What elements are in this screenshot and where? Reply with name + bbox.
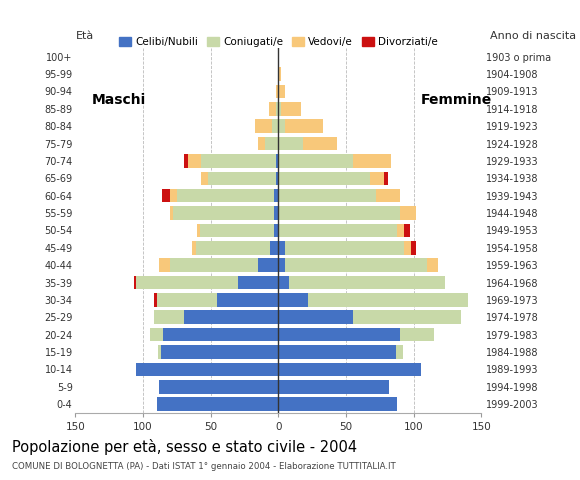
Bar: [411, 241, 416, 254]
Bar: [278, 84, 285, 98]
Bar: [278, 276, 289, 289]
Bar: [274, 189, 278, 203]
Bar: [353, 311, 461, 324]
Bar: [201, 171, 208, 185]
Bar: [278, 171, 371, 185]
Bar: [353, 154, 391, 168]
Bar: [278, 258, 285, 272]
Bar: [258, 258, 278, 272]
Bar: [269, 102, 276, 116]
Bar: [285, 258, 427, 272]
Bar: [276, 102, 278, 116]
Bar: [170, 189, 177, 203]
Bar: [196, 241, 270, 254]
Bar: [157, 397, 278, 411]
Text: COMUNE DI BOLOGNETTA (PA) - Dati ISTAT 1° gennaio 2004 - Elaborazione TUTTITALIA: COMUNE DI BOLOGNETTA (PA) - Dati ISTAT 1…: [12, 462, 396, 471]
Bar: [278, 189, 376, 203]
Bar: [170, 206, 173, 220]
Bar: [157, 293, 218, 307]
Bar: [271, 120, 278, 133]
Bar: [278, 120, 285, 133]
Legend: Celibi/Nubili, Coniugati/e, Vedovi/e, Divorziati/e: Celibi/Nubili, Coniugati/e, Vedovi/e, Di…: [115, 33, 442, 51]
Bar: [136, 362, 278, 376]
Bar: [154, 311, 184, 324]
Bar: [265, 137, 278, 150]
Bar: [258, 137, 265, 150]
Bar: [192, 241, 196, 254]
Bar: [278, 67, 281, 81]
Bar: [255, 120, 271, 133]
Bar: [184, 311, 278, 324]
Bar: [136, 276, 238, 289]
Bar: [160, 258, 170, 272]
Bar: [278, 345, 396, 359]
Bar: [400, 206, 416, 220]
Bar: [278, 362, 420, 376]
Bar: [303, 137, 336, 150]
Bar: [162, 189, 170, 203]
Bar: [201, 154, 276, 168]
Bar: [278, 137, 303, 150]
Bar: [170, 258, 258, 272]
Bar: [158, 345, 161, 359]
Text: Anno di nascita: Anno di nascita: [490, 31, 576, 41]
Bar: [289, 276, 445, 289]
Bar: [173, 206, 274, 220]
Bar: [396, 345, 403, 359]
Text: Femmine: Femmine: [420, 93, 492, 107]
Bar: [154, 293, 157, 307]
Bar: [404, 241, 411, 254]
Bar: [285, 120, 323, 133]
Bar: [278, 154, 353, 168]
Bar: [278, 206, 400, 220]
Bar: [278, 397, 397, 411]
Bar: [208, 171, 276, 185]
Bar: [281, 102, 302, 116]
Bar: [184, 154, 188, 168]
Bar: [278, 328, 400, 341]
Bar: [384, 171, 388, 185]
Bar: [197, 224, 200, 237]
Bar: [164, 328, 278, 341]
Text: Popolazione per età, sesso e stato civile - 2004: Popolazione per età, sesso e stato civil…: [12, 439, 357, 455]
Bar: [427, 258, 438, 272]
Bar: [188, 154, 201, 168]
Bar: [133, 276, 136, 289]
Bar: [160, 380, 278, 394]
Bar: [274, 206, 278, 220]
Bar: [270, 241, 278, 254]
Bar: [285, 241, 404, 254]
Bar: [397, 224, 404, 237]
Bar: [404, 224, 409, 237]
Bar: [150, 328, 164, 341]
Bar: [276, 171, 278, 185]
Bar: [371, 171, 384, 185]
Bar: [276, 154, 278, 168]
Bar: [278, 311, 353, 324]
Bar: [218, 293, 278, 307]
Bar: [161, 345, 278, 359]
Bar: [376, 189, 400, 203]
Bar: [200, 224, 274, 237]
Bar: [276, 84, 278, 98]
Bar: [278, 293, 308, 307]
Bar: [400, 328, 434, 341]
Bar: [177, 189, 274, 203]
Text: Età: Età: [75, 31, 93, 41]
Bar: [278, 102, 281, 116]
Bar: [274, 224, 278, 237]
Bar: [278, 224, 397, 237]
Bar: [278, 241, 285, 254]
Bar: [238, 276, 278, 289]
Bar: [278, 380, 389, 394]
Text: Maschi: Maschi: [92, 93, 146, 107]
Bar: [308, 293, 468, 307]
